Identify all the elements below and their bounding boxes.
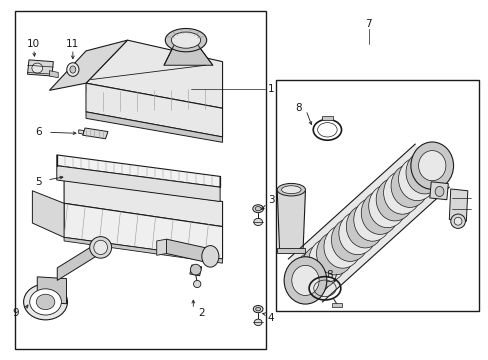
- Ellipse shape: [413, 144, 450, 187]
- Ellipse shape: [294, 252, 331, 295]
- Text: 3: 3: [267, 195, 274, 205]
- Polygon shape: [64, 180, 222, 226]
- Ellipse shape: [434, 186, 443, 197]
- Polygon shape: [277, 189, 305, 252]
- Polygon shape: [86, 40, 222, 108]
- Polygon shape: [86, 112, 222, 142]
- Ellipse shape: [331, 219, 368, 261]
- Polygon shape: [64, 237, 222, 263]
- Ellipse shape: [89, 237, 111, 258]
- Ellipse shape: [383, 171, 420, 214]
- Ellipse shape: [453, 217, 461, 225]
- Ellipse shape: [23, 284, 67, 320]
- Ellipse shape: [291, 265, 319, 296]
- Text: 9: 9: [13, 308, 19, 318]
- Ellipse shape: [202, 246, 219, 267]
- Polygon shape: [57, 166, 220, 202]
- Ellipse shape: [253, 306, 263, 313]
- Polygon shape: [157, 239, 166, 255]
- Text: 6: 6: [36, 127, 42, 136]
- Text: 1: 1: [267, 84, 274, 94]
- Ellipse shape: [398, 158, 435, 201]
- Polygon shape: [49, 71, 58, 78]
- Ellipse shape: [418, 150, 445, 181]
- Bar: [15, 12, 266, 348]
- Polygon shape: [57, 241, 101, 280]
- Polygon shape: [448, 189, 467, 221]
- Ellipse shape: [277, 183, 305, 196]
- Polygon shape: [64, 203, 222, 259]
- Ellipse shape: [324, 225, 361, 268]
- Polygon shape: [163, 45, 212, 65]
- Ellipse shape: [193, 280, 201, 288]
- Bar: [331, 303, 341, 307]
- Ellipse shape: [171, 32, 200, 48]
- Polygon shape: [429, 182, 447, 200]
- Ellipse shape: [308, 239, 346, 282]
- Ellipse shape: [316, 232, 353, 275]
- Text: 2: 2: [198, 308, 204, 318]
- Ellipse shape: [70, 66, 76, 73]
- Ellipse shape: [410, 142, 453, 189]
- Text: 8: 8: [295, 103, 302, 113]
- Ellipse shape: [301, 246, 339, 288]
- Ellipse shape: [252, 205, 263, 213]
- Ellipse shape: [338, 212, 376, 255]
- Text: 7: 7: [365, 19, 371, 29]
- Ellipse shape: [361, 192, 398, 234]
- Bar: [321, 116, 332, 120]
- Text: 11: 11: [66, 39, 80, 49]
- Ellipse shape: [255, 307, 260, 311]
- Polygon shape: [79, 130, 83, 134]
- Ellipse shape: [67, 63, 79, 76]
- Ellipse shape: [254, 319, 262, 325]
- Polygon shape: [27, 60, 53, 76]
- Ellipse shape: [32, 63, 42, 73]
- Polygon shape: [37, 277, 66, 304]
- Ellipse shape: [405, 151, 443, 194]
- Text: 4: 4: [267, 313, 274, 323]
- Polygon shape: [277, 248, 305, 253]
- Ellipse shape: [284, 257, 326, 304]
- Bar: [276, 80, 478, 311]
- Ellipse shape: [190, 264, 201, 275]
- Text: 10: 10: [27, 39, 41, 49]
- Text: 8: 8: [326, 270, 332, 280]
- Polygon shape: [57, 155, 220, 187]
- Polygon shape: [82, 128, 108, 139]
- Ellipse shape: [281, 186, 301, 194]
- Ellipse shape: [30, 289, 61, 315]
- Ellipse shape: [255, 207, 261, 211]
- Ellipse shape: [390, 165, 428, 207]
- Ellipse shape: [253, 219, 262, 226]
- Polygon shape: [49, 40, 127, 90]
- Ellipse shape: [346, 205, 383, 248]
- Polygon shape: [32, 191, 64, 237]
- Ellipse shape: [368, 185, 406, 228]
- Polygon shape: [189, 265, 201, 276]
- Polygon shape: [166, 239, 210, 263]
- Ellipse shape: [165, 28, 206, 52]
- Polygon shape: [86, 83, 222, 137]
- Ellipse shape: [353, 198, 390, 241]
- Ellipse shape: [450, 214, 465, 228]
- Ellipse shape: [94, 240, 107, 255]
- Ellipse shape: [36, 294, 55, 310]
- Text: 5: 5: [36, 177, 42, 187]
- Polygon shape: [288, 144, 448, 302]
- Ellipse shape: [286, 259, 324, 302]
- Ellipse shape: [375, 178, 413, 221]
